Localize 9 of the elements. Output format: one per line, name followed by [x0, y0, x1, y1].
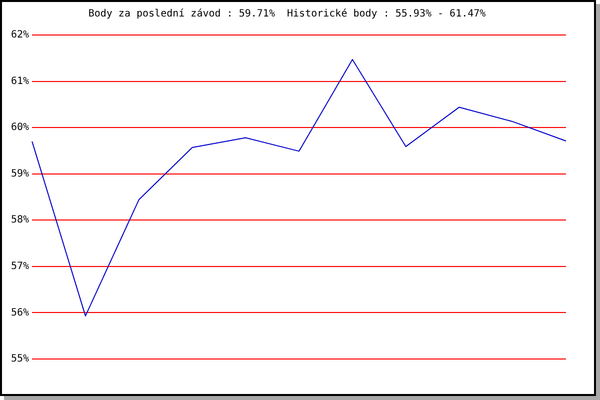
y-tick-label: 58% — [11, 214, 30, 226]
y-tick-label: 59% — [11, 168, 30, 180]
y-tick-label: 55% — [11, 354, 30, 365]
y-tick-label: 62% — [11, 30, 30, 41]
y-tick-label: 56% — [11, 307, 30, 318]
y-tick-label: 61% — [11, 76, 30, 87]
y-tick-label: 60% — [11, 122, 30, 134]
y-tick-label: 57% — [11, 261, 30, 272]
chart-title: Body za poslední závod : 59.71% Historické body : 55.93% - 61.47% — [88, 8, 486, 20]
